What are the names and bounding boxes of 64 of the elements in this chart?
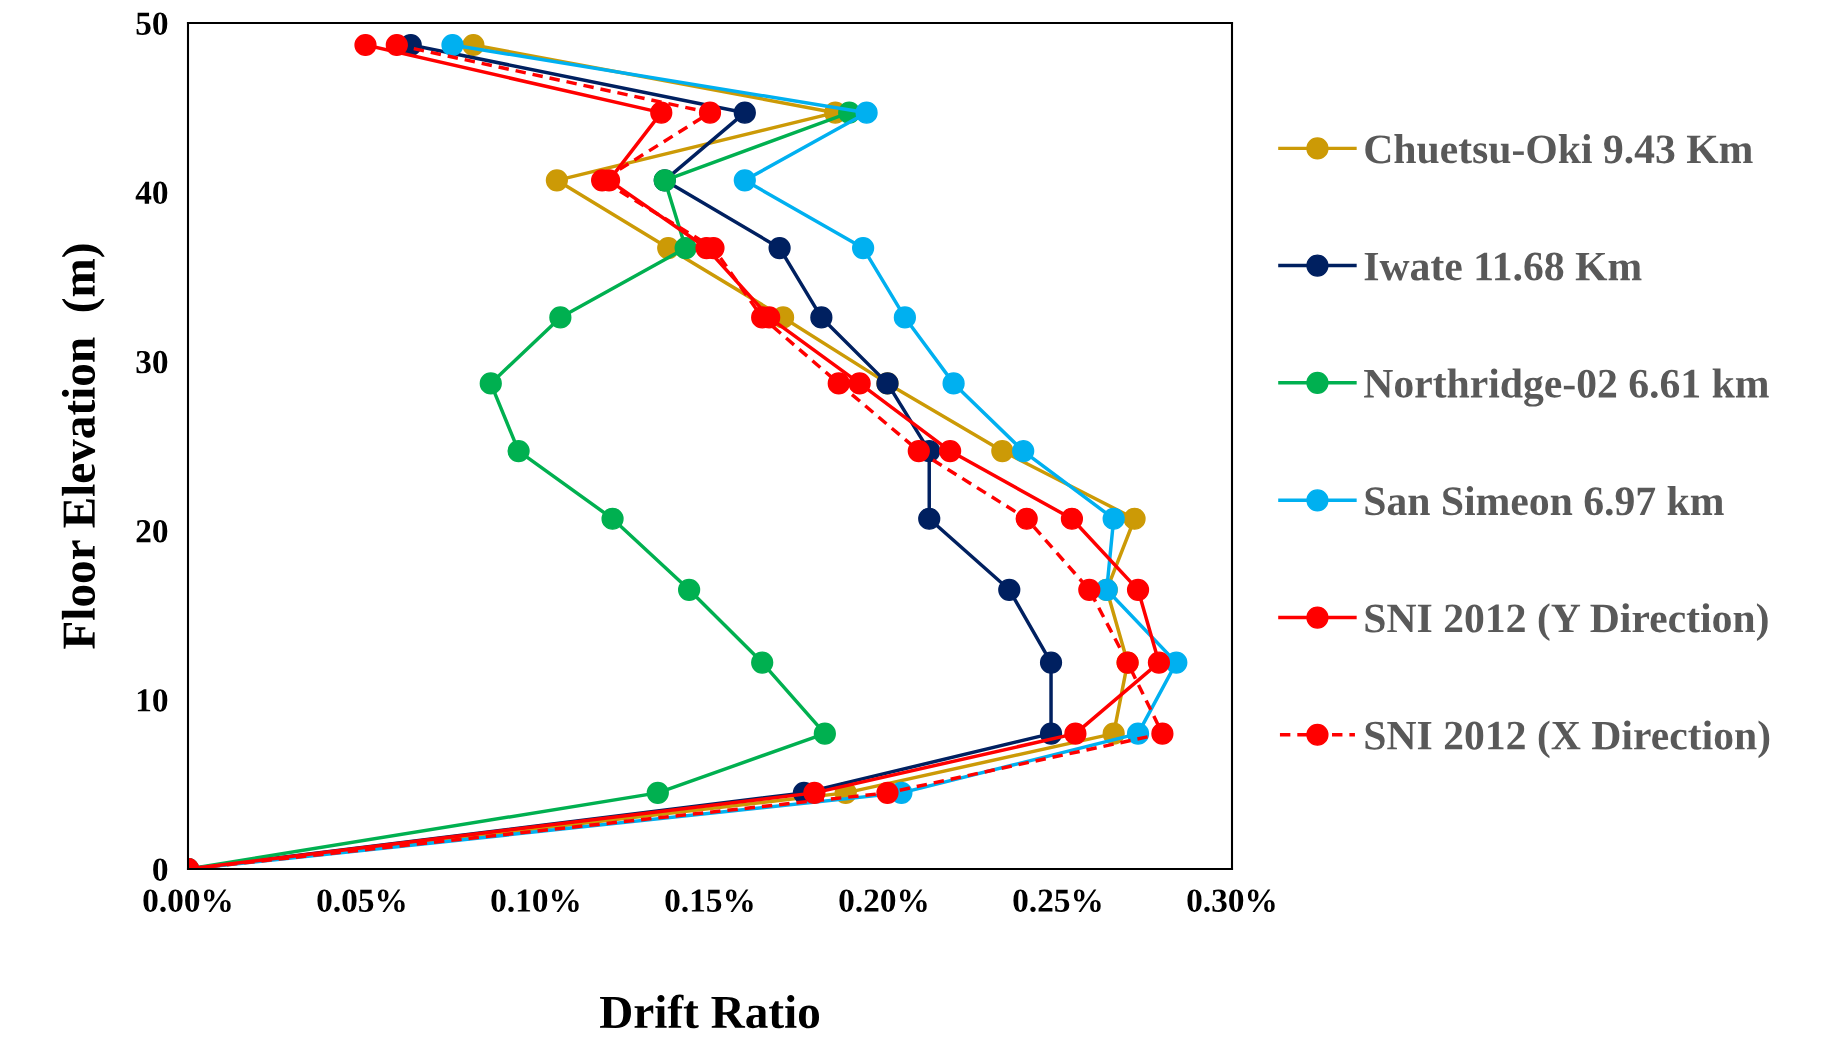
point [545, 169, 568, 192]
legend-label: Northridge-02 6.61 km [1364, 368, 1769, 407]
y-tick-label: 10 [137, 689, 168, 712]
point [848, 372, 871, 395]
x-tick-label: 0.20% [839, 889, 927, 913]
point [646, 781, 669, 804]
point [907, 439, 930, 463]
point [1147, 651, 1171, 674]
x-tick-label: 0.15% [665, 889, 753, 913]
y-tick-label: 30 [136, 350, 168, 374]
y-tick-label: 20 [136, 520, 168, 543]
legend-label: SNI 2012 (Y Direction) [1365, 603, 1768, 641]
point [1151, 722, 1174, 745]
point [827, 372, 850, 395]
point [1102, 507, 1125, 530]
point [768, 236, 791, 260]
x-tick-label: 0.05% [317, 889, 405, 913]
x-tick-label: 0.00% [143, 889, 231, 913]
legend-label: Chuetsu-Oki 9.43 Km [1365, 134, 1753, 164]
x-axis-title: Drift Ratio [600, 994, 819, 1029]
point [549, 306, 572, 329]
point [991, 439, 1014, 463]
y-tick-label: 0 [153, 858, 168, 881]
point [813, 722, 836, 745]
point [918, 507, 941, 530]
point [601, 507, 624, 530]
point [507, 439, 530, 463]
point [1060, 507, 1084, 530]
x-tick-label: 0.10% [491, 889, 579, 913]
point [698, 101, 722, 124]
point [1064, 722, 1087, 745]
point [998, 578, 1021, 601]
y-tick-label: 50 [136, 12, 168, 35]
point [810, 306, 833, 329]
point [803, 781, 826, 804]
point [852, 236, 875, 260]
point [1126, 578, 1150, 601]
point [674, 236, 697, 260]
point [385, 33, 408, 57]
point [441, 33, 464, 57]
point [939, 439, 962, 463]
y-tick-label: 40 [135, 181, 168, 205]
legend-label: SNI 2012 (X Direction) [1365, 720, 1770, 759]
point [942, 372, 965, 395]
point [354, 33, 377, 57]
point [1015, 507, 1038, 530]
point [1012, 439, 1035, 463]
point [479, 372, 502, 395]
legend-label: San Simeon 6.97 km [1365, 486, 1724, 516]
point [1123, 507, 1146, 530]
point [650, 101, 673, 124]
point [678, 578, 701, 601]
point [876, 781, 899, 804]
point [893, 306, 916, 329]
legend-label: Iwate 11.68 Km [1364, 252, 1642, 281]
y-axis-title: Floor Elevation (m) [61, 244, 105, 649]
point [1078, 578, 1101, 601]
point [733, 169, 756, 192]
point [733, 101, 756, 124]
x-tick-label: 0.30% [1187, 889, 1275, 913]
point [1039, 651, 1063, 674]
point [855, 101, 878, 124]
x-tick-label: 0.25% [1013, 889, 1101, 913]
point [751, 651, 774, 674]
